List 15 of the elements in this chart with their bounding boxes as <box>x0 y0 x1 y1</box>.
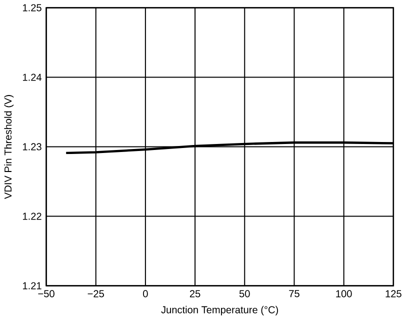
y-tick-label: 1.22 <box>22 212 42 220</box>
x-tick-label: −25 <box>88 290 104 298</box>
y-tick-label: 1.23 <box>22 143 42 151</box>
x-tick-label: 100 <box>336 290 352 298</box>
x-tick-label: 125 <box>386 290 402 298</box>
x-tick-label: 25 <box>190 290 200 298</box>
y-tick-label: 1.24 <box>22 74 42 81</box>
y-axis-title: VDIV Pin Threshold (V) <box>4 95 14 200</box>
y-tick-label: 1.21 <box>22 282 42 290</box>
x-tick-label: 75 <box>289 290 300 298</box>
x-tick-label: 0 <box>143 290 148 298</box>
x-axis-title: Junction Temperature (°C) <box>161 306 278 316</box>
x-tick-label: 50 <box>239 290 250 298</box>
x-tick-label: −50 <box>38 290 54 298</box>
y-tick-label: 1.25 <box>22 4 42 12</box>
